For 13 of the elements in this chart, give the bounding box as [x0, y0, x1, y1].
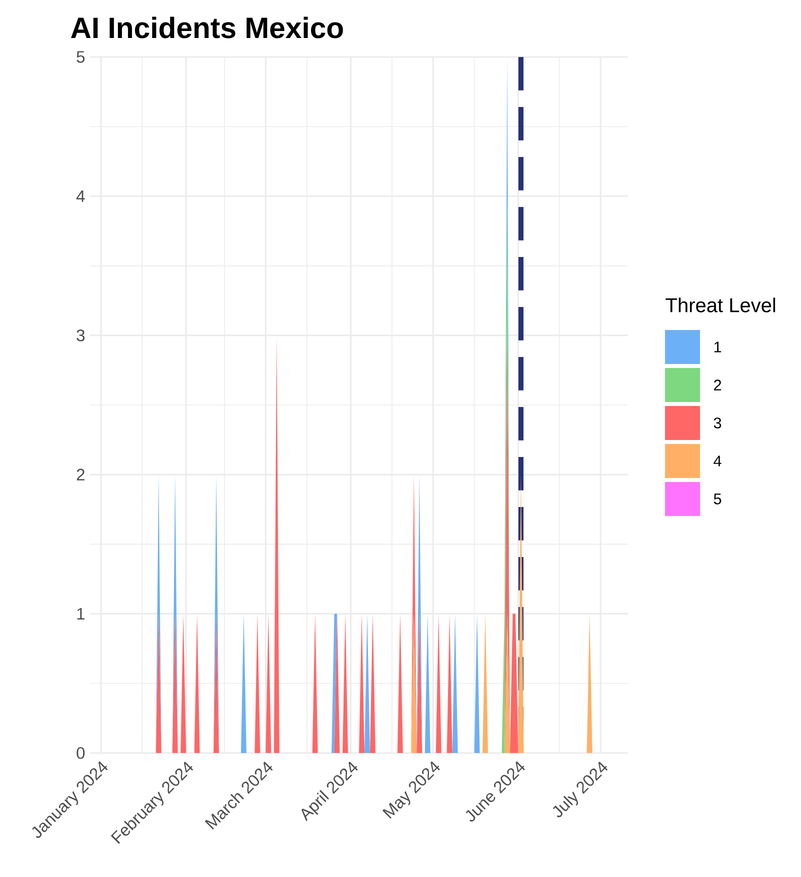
legend-label: 4 — [714, 456, 722, 466]
y-tick-label: 0 — [76, 747, 85, 759]
chart-title: AI Incidents Mexico — [71, 16, 343, 38]
legend-label: 3 — [714, 418, 722, 428]
y-tick-label: 4 — [76, 190, 85, 202]
legend-label: 2 — [714, 380, 722, 390]
legend-label: 5 — [714, 494, 722, 504]
y-tick-label: 5 — [76, 51, 85, 63]
y-tick-label: 1 — [77, 608, 84, 620]
y-tick-label: 3 — [76, 330, 85, 342]
legend-label: 1 — [714, 342, 722, 352]
y-tick-label: 2 — [76, 468, 84, 480]
legend-title: Threat Level — [666, 298, 776, 312]
